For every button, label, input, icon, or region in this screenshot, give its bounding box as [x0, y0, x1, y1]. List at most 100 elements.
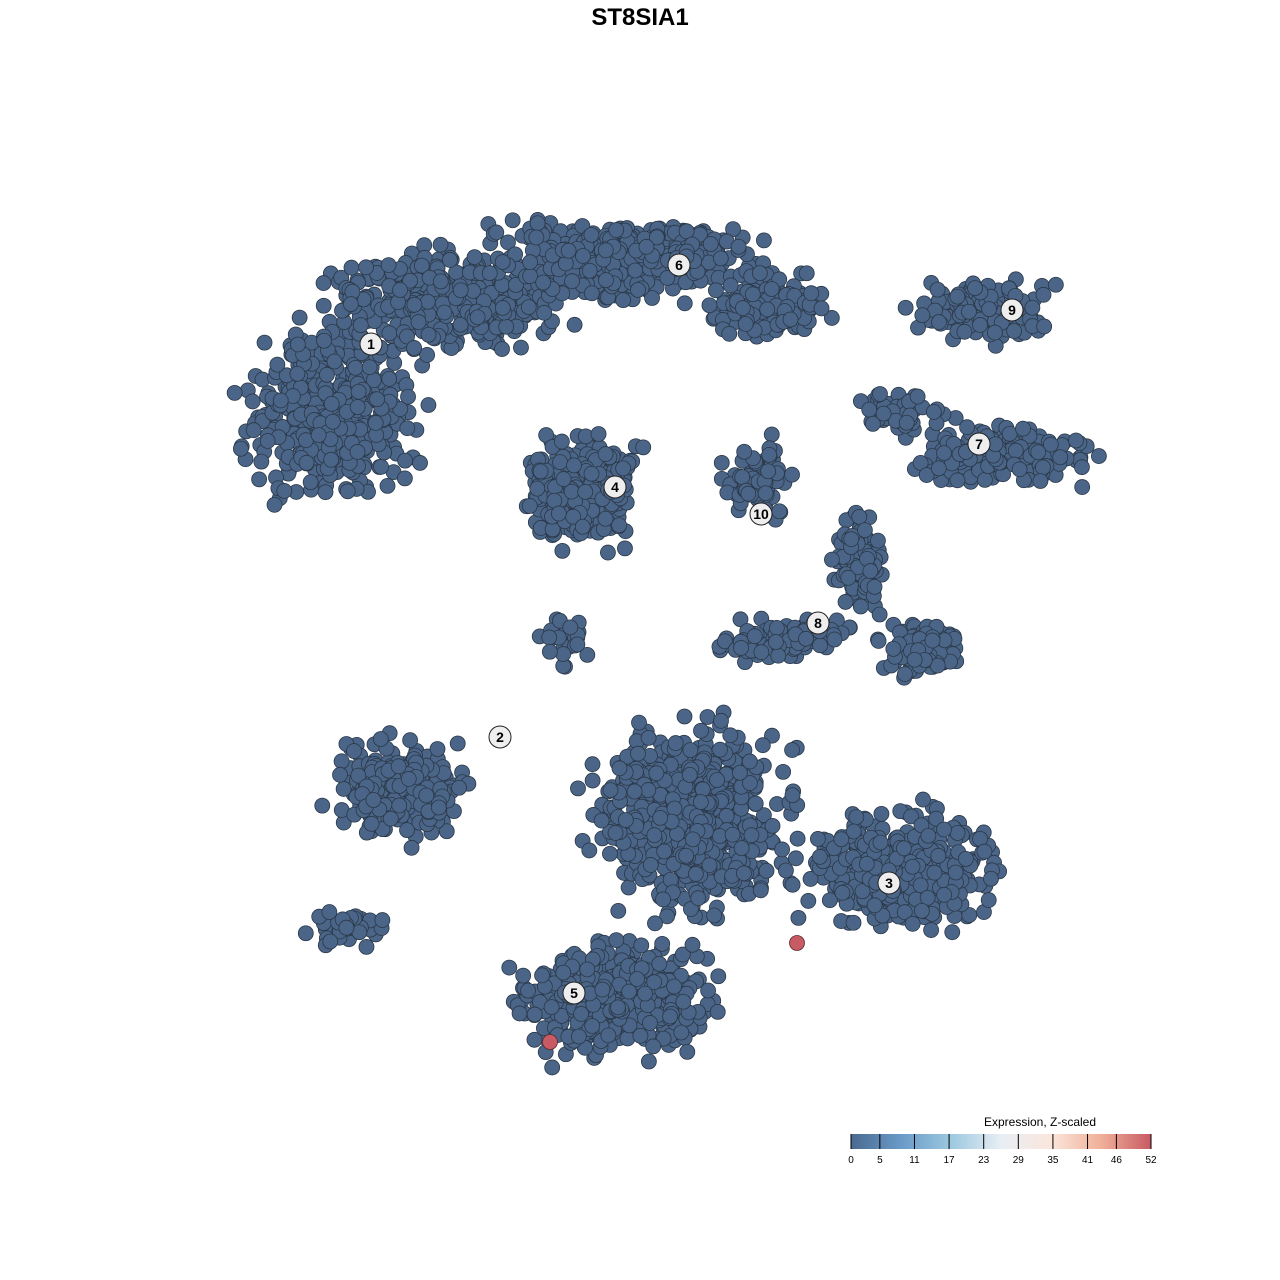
data-point: [420, 326, 437, 343]
data-point: [722, 277, 739, 294]
data-point: [619, 1030, 636, 1047]
data-point: [757, 485, 774, 502]
data-point: [253, 453, 270, 470]
data-point: [611, 760, 628, 777]
data-point: [399, 822, 415, 839]
data-point: [406, 296, 423, 313]
data-point: [751, 265, 768, 282]
data-point: [949, 472, 966, 489]
data-point: [560, 242, 577, 259]
data-point: [679, 1043, 696, 1060]
data-point: [226, 384, 243, 401]
data-point: [532, 463, 549, 480]
data-point: [520, 982, 536, 999]
data-point: [873, 805, 890, 822]
data-point: [349, 444, 366, 460]
data-point: [302, 474, 319, 491]
data-point: [746, 628, 763, 645]
data-point: [845, 914, 862, 931]
data-point: [944, 924, 961, 941]
data-point: [811, 848, 828, 865]
svg-text:8: 8: [814, 615, 822, 631]
data-point: [399, 328, 415, 345]
colorbar-tick-label: 29: [1013, 1155, 1025, 1166]
data-point: [399, 420, 416, 437]
data-point: [574, 518, 591, 535]
data-point: [326, 353, 343, 370]
data-point: [833, 831, 850, 848]
data-point: [413, 257, 430, 274]
data-point: [834, 884, 851, 901]
data-point: [597, 446, 614, 462]
data-point: [758, 862, 775, 879]
data-point: [365, 792, 382, 808]
data-point: [570, 1028, 587, 1045]
data-point: [633, 937, 650, 954]
data-point: [550, 505, 567, 522]
data-point: [676, 295, 693, 312]
data-point: [701, 297, 718, 314]
data-point: [232, 440, 249, 457]
data-point: [276, 483, 293, 499]
data-point: [843, 531, 860, 548]
data-point: [494, 254, 511, 270]
colorbar-tick-label: 23: [978, 1155, 990, 1166]
data-point: [617, 540, 633, 557]
data-point: [543, 999, 560, 1016]
data-point: [397, 452, 413, 469]
data-point: [291, 309, 308, 326]
colorbar-title: Expression, Z-scaled: [983, 1115, 1097, 1129]
data-point: [391, 797, 408, 814]
data-point: [620, 879, 637, 896]
data-point: [590, 426, 607, 442]
data-point: [583, 285, 600, 302]
data-point: [369, 391, 385, 408]
data-point: [324, 413, 341, 430]
data-point: [642, 857, 659, 873]
svg-text:5: 5: [570, 985, 578, 1001]
data-point: [402, 732, 419, 749]
data-point: [635, 439, 652, 456]
data-point: [400, 388, 416, 405]
data-point: [654, 935, 671, 952]
data-point: [432, 273, 449, 290]
data-point: [798, 265, 815, 282]
data-point: [379, 478, 396, 494]
data-point: [317, 484, 334, 501]
svg-text:3: 3: [885, 875, 893, 891]
cluster-label-9: 9: [1000, 298, 1024, 322]
data-point: [848, 809, 865, 826]
data-point: [778, 862, 794, 879]
data-point: [626, 783, 643, 800]
data-point: [608, 222, 625, 238]
data-point: [753, 644, 770, 661]
data-point: [562, 619, 579, 636]
data-point: [358, 259, 374, 276]
data-point: [733, 640, 749, 656]
data-point: [646, 827, 663, 844]
data-point: [515, 967, 532, 984]
data-point: [909, 388, 926, 405]
cluster-label-3: 3: [877, 871, 901, 895]
data-point: [707, 282, 724, 299]
data-point: [1036, 318, 1053, 335]
data-point: [575, 248, 591, 264]
data-point: [597, 510, 614, 527]
data-point: [410, 314, 427, 330]
colorbar-tick-label: 11: [909, 1155, 920, 1166]
data-point: [347, 359, 364, 376]
data-point: [741, 753, 758, 770]
data-point: [372, 731, 389, 747]
data-point: [810, 831, 826, 847]
data-point: [904, 858, 921, 875]
data-point: [666, 800, 683, 817]
cluster-label-1: 1: [359, 332, 383, 356]
cluster-label-7: 7: [967, 432, 991, 456]
data-point: [896, 666, 913, 682]
data-point: [500, 234, 516, 251]
data-point: [980, 892, 997, 908]
data-point: [959, 419, 975, 436]
data-point: [851, 508, 868, 525]
data-point: [771, 503, 788, 520]
data-point: [323, 451, 340, 468]
